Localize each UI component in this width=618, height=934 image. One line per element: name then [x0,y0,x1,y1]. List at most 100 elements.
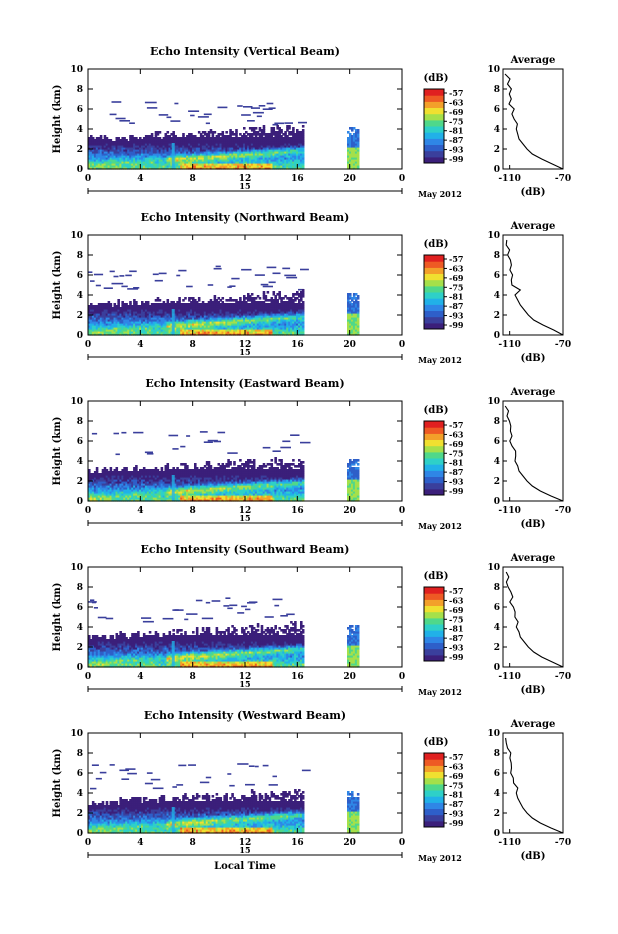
average-y-tick-label: 10 [487,397,500,407]
average-y-tick-label: 10 [487,65,500,75]
average-x-label: (dB) [521,685,546,696]
average-y-tick-label: 10 [487,729,500,739]
average-x-tick-label: -70 [555,174,571,184]
heatmap-cells [88,101,359,169]
colorbar-swatch [424,477,444,484]
x-tick-label: 20 [343,838,356,848]
colorbar-swatch [424,599,444,606]
y-tick-label: 6 [77,105,83,115]
x-tick-label: 0 [399,340,405,350]
colorbar-swatch [424,145,444,152]
y-tick-label: 8 [77,85,83,95]
colorbar-swatch [424,821,444,828]
average-profile-line [505,74,563,169]
y-tick-label: 10 [70,729,83,739]
x-tick-label: 20 [343,340,356,350]
x-tick-label: 0 [399,506,405,516]
average-y-tick-label: 6 [494,437,500,447]
month-label: May 2012 [418,521,462,531]
colorbar-tick-label: -99 [449,818,464,828]
month-label: May 2012 [418,853,462,863]
colorbar-swatch [424,101,444,108]
colorbar-swatch [424,157,444,164]
average-y-tick-label: 8 [494,583,500,593]
month-label: May 2012 [418,189,462,199]
colorbar-swatch [424,95,444,102]
streak [172,641,175,667]
y-tick-label: 10 [70,65,83,75]
average-x-tick-label: -70 [555,506,571,516]
colorbar-tick-label: -99 [449,154,464,164]
x-tick-label: 8 [190,672,196,682]
x-tick-label: 4 [137,174,143,184]
x-tick-label: 16 [291,506,304,516]
x-tick-label: 20 [343,174,356,184]
colorbar-swatch [424,765,444,772]
x-tick-label: 16 [291,672,304,682]
heatmap-cells [88,597,359,667]
panel-title: Echo Intensity (Westward Beam) [144,709,346,722]
colorbar-swatch [424,458,444,465]
y-tick-label: 2 [77,809,83,819]
average-title: Average [510,553,556,564]
average-y-tick-label: 2 [494,145,500,155]
colorbar-swatch [424,606,444,613]
x-tick-label: 0 [85,838,91,848]
colorbar-swatch [424,815,444,822]
colorbar-unit: (dB) [424,239,449,250]
y-tick-label: 0 [77,165,83,175]
average-y-tick-label: 0 [494,497,500,507]
average-x-tick-label: -110 [498,672,521,682]
y-tick-label: 8 [77,749,83,759]
colorbar-swatch [424,655,444,662]
colorbar-swatch [424,470,444,477]
y-tick-label: 0 [77,829,83,839]
x-tick-label: 4 [137,672,143,682]
month-label: May 2012 [418,355,462,365]
x-tick-label: 16 [291,340,304,350]
average-title: Average [510,719,556,730]
colorbar-swatch [424,267,444,274]
colorbar-swatch [424,796,444,803]
x-tick-label: 4 [137,838,143,848]
average-x-label: (dB) [521,851,546,862]
y-tick-label: 2 [77,311,83,321]
colorbar-swatch [424,261,444,268]
y-tick-label: 6 [77,603,83,613]
x-tick-label: 0 [85,340,91,350]
average-title: Average [510,55,556,66]
average-title: Average [510,387,556,398]
y-tick-label: 10 [70,563,83,573]
average-x-label: (dB) [521,353,546,364]
colorbar-swatch [424,421,444,428]
panel-title: Echo Intensity (Eastward Beam) [145,377,344,390]
colorbar-swatch [424,108,444,115]
colorbar-swatch [424,311,444,318]
colorbar-unit: (dB) [424,737,449,748]
colorbar-swatch [424,114,444,121]
streak [172,475,175,501]
colorbar-swatch [424,126,444,133]
y-tick-label: 8 [77,417,83,427]
colorbar-swatch [424,643,444,650]
y-tick-label: 6 [77,271,83,281]
y-tick-label: 0 [77,331,83,341]
date-label: 15 [239,347,250,357]
average-profile-line [506,240,563,335]
average-x-tick-label: -70 [555,838,571,848]
colorbar-swatch [424,255,444,262]
x-tick-label: 20 [343,506,356,516]
average-profile-line [506,738,563,833]
average-y-tick-label: 8 [494,251,500,261]
average-y-tick-label: 2 [494,809,500,819]
colorbar-swatch [424,778,444,785]
average-y-tick-label: 4 [494,457,500,467]
average-y-tick-label: 2 [494,311,500,321]
average-profile-line [506,572,563,667]
x-tick-label: 16 [291,838,304,848]
y-tick-label: 6 [77,769,83,779]
